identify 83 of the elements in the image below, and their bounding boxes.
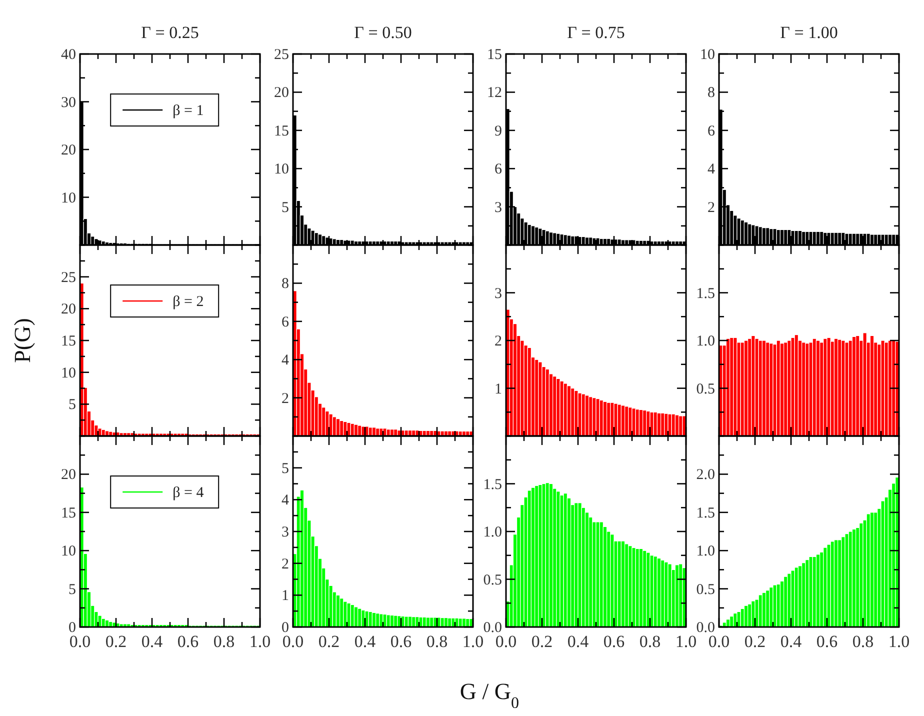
y-tick-label: 0.0 <box>696 620 715 636</box>
x-tick-label: 0.4 <box>567 632 590 651</box>
y-tick-label: 40 <box>61 47 76 63</box>
y-tick-label: 0.5 <box>483 572 502 588</box>
y-tick-label: 6 <box>494 162 502 178</box>
x-tick-label: 0.8 <box>852 632 874 651</box>
x-tick-label: 0.4 <box>141 632 164 651</box>
y-tick-label: 1 <box>494 381 502 398</box>
y-tick-label: 8 <box>282 276 289 292</box>
y-tick-label: 0.5 <box>696 582 715 598</box>
y-tick-label: 20 <box>274 85 289 102</box>
y-tick-label: 25 <box>274 47 289 63</box>
y-tick-label: 2.0 <box>696 467 715 484</box>
y-tick-label: 10 <box>274 162 289 178</box>
y-tick-label: 5 <box>282 460 289 477</box>
x-tick-label: 0.2 <box>744 632 766 651</box>
y-tick-label: 10 <box>61 365 76 382</box>
x-tick-label: 0.8 <box>426 632 448 651</box>
y-tick-label: 0.5 <box>696 381 715 398</box>
x-axis-title: G / G$_{0}$ <box>460 679 520 712</box>
y-tick-label: 12 <box>487 85 502 102</box>
y-tick-label: 3 <box>494 286 502 302</box>
y-tick-label: 4 <box>282 352 290 369</box>
y-tick-label: 20 <box>61 302 76 318</box>
chart-title: Γ = 1.00 <box>780 23 838 42</box>
x-tick-label: 0.8 <box>213 632 235 651</box>
y-tick-label: 3 <box>494 200 502 216</box>
y-tick-label: 2 <box>708 200 715 216</box>
y-tick-label: 20 <box>61 142 76 158</box>
y-tick-label: 1.0 <box>696 334 715 350</box>
y-tick-label: 0 <box>282 620 289 636</box>
y-tick-label: 2 <box>282 556 289 572</box>
y-tick-label: 8 <box>708 85 715 102</box>
x-tick-label: 0.8 <box>639 632 661 651</box>
y-tick-label: 2 <box>494 334 502 350</box>
y-tick-label: 0 <box>68 620 76 636</box>
y-tick-label: 9 <box>494 123 502 140</box>
y-tick-label: 15 <box>274 123 289 140</box>
x-tick-label: 0.4 <box>780 632 802 651</box>
y-tick-label: 6 <box>708 123 716 140</box>
x-tick-label: 0.2 <box>318 632 340 651</box>
y-tick-label: 1.5 <box>696 286 715 302</box>
y-tick-label: 15 <box>61 334 76 350</box>
x-tick-label: 0.6 <box>177 632 199 651</box>
y-tick-label: 15 <box>487 47 502 63</box>
y-tick-label: 5 <box>282 200 289 216</box>
y-tick-label: 30 <box>61 94 76 111</box>
y-tick-label: 25 <box>61 270 76 286</box>
y-tick-label: 6 <box>282 314 290 330</box>
y-tick-label: 10 <box>700 47 715 63</box>
x-tick-label: 0.2 <box>531 632 553 651</box>
y-tick-label: 1.5 <box>696 505 715 522</box>
y-tick-label: 20 <box>61 467 76 484</box>
x-tick-label: 0.4 <box>354 632 376 651</box>
y-tick-label: 0.0 <box>483 620 502 636</box>
x-tick-label: 1.0 <box>249 632 271 651</box>
y-tick-label: 2 <box>282 390 289 407</box>
y-tick-label: 10 <box>61 544 76 560</box>
y-axis-title: P(G) <box>10 318 35 363</box>
y-tick-label: 1.5 <box>483 476 502 493</box>
legend-label: β = 2 <box>172 294 204 310</box>
chart-title: Γ = 0.75 <box>567 23 625 42</box>
y-tick-label: 1.0 <box>696 544 715 560</box>
y-tick-label: 10 <box>61 190 76 206</box>
y-tick-label: 1.0 <box>483 524 502 540</box>
y-tick-label: 4 <box>708 162 716 178</box>
x-tick-label: 0.6 <box>816 632 838 651</box>
y-tick-label: 15 <box>61 505 76 522</box>
legend-label: β = 1 <box>172 103 204 119</box>
y-tick-label: 4 <box>282 492 290 509</box>
chart-title: Γ = 0.50 <box>354 23 412 42</box>
x-tick-label: 1.0 <box>675 632 697 651</box>
y-tick-label: 5 <box>68 397 76 414</box>
x-tick-label: 1.0 <box>888 632 910 651</box>
x-tick-label: 0.6 <box>390 632 412 651</box>
chart-title: Γ = 0.25 <box>141 23 199 42</box>
y-tick-label: 5 <box>68 582 76 598</box>
x-tick-label: 0.2 <box>105 632 127 651</box>
y-tick-label: 3 <box>282 524 289 540</box>
x-tick-label: 1.0 <box>462 632 484 651</box>
y-tick-label: 1 <box>282 588 289 604</box>
x-tick-label: 0.6 <box>603 632 625 651</box>
legend-label: β = 4 <box>172 485 204 501</box>
